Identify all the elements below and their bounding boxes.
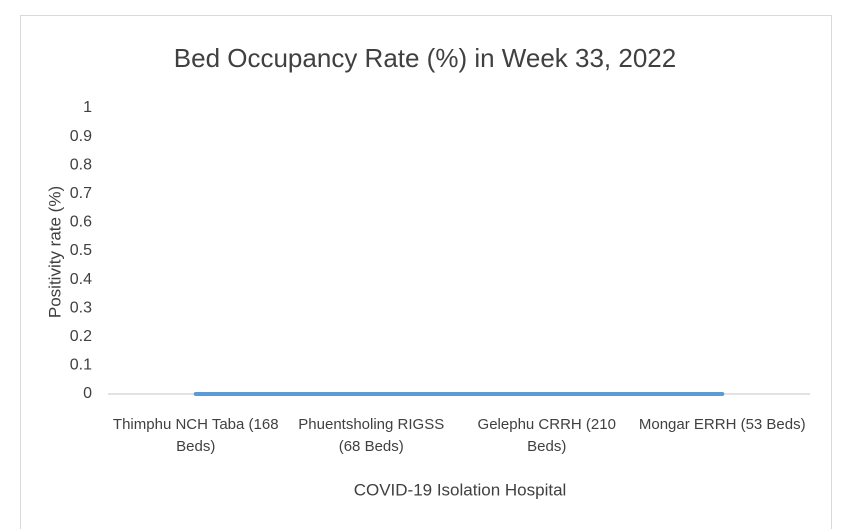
x-tick-label: Phuentsholing RIGSS (68 Beds) <box>298 416 445 455</box>
x-tick-label: Gelephu CRRH (210 Beds) <box>477 416 616 455</box>
y-tick-label: 0.5 <box>70 242 92 259</box>
y-tick-label: 0.2 <box>70 328 92 345</box>
y-tick-label: 0.7 <box>70 185 92 202</box>
y-tick-label: 0.3 <box>70 299 92 316</box>
y-tick-label: 0 <box>83 385 92 402</box>
y-tick-label: 0.8 <box>70 156 92 173</box>
y-axis-title: Positivity rate (%) <box>45 186 64 318</box>
y-tick-label: 0.1 <box>70 357 92 374</box>
x-axis-title: COVID-19 Isolation Hospital <box>354 480 567 499</box>
x-tick-label: Mongar ERRH (53 Beds) <box>638 416 806 433</box>
y-tick-label: 1 <box>83 99 92 116</box>
y-tick-label: 0.9 <box>70 128 92 145</box>
chart-border <box>20 15 832 529</box>
chart-title: Bed Occupancy Rate (%) in Week 33, 2022 <box>174 43 676 73</box>
x-tick-label: Thimphu NCH Taba (168 Beds) <box>112 416 279 455</box>
y-tick-label: 0.6 <box>70 214 92 231</box>
y-tick-label: 0.4 <box>70 271 92 288</box>
